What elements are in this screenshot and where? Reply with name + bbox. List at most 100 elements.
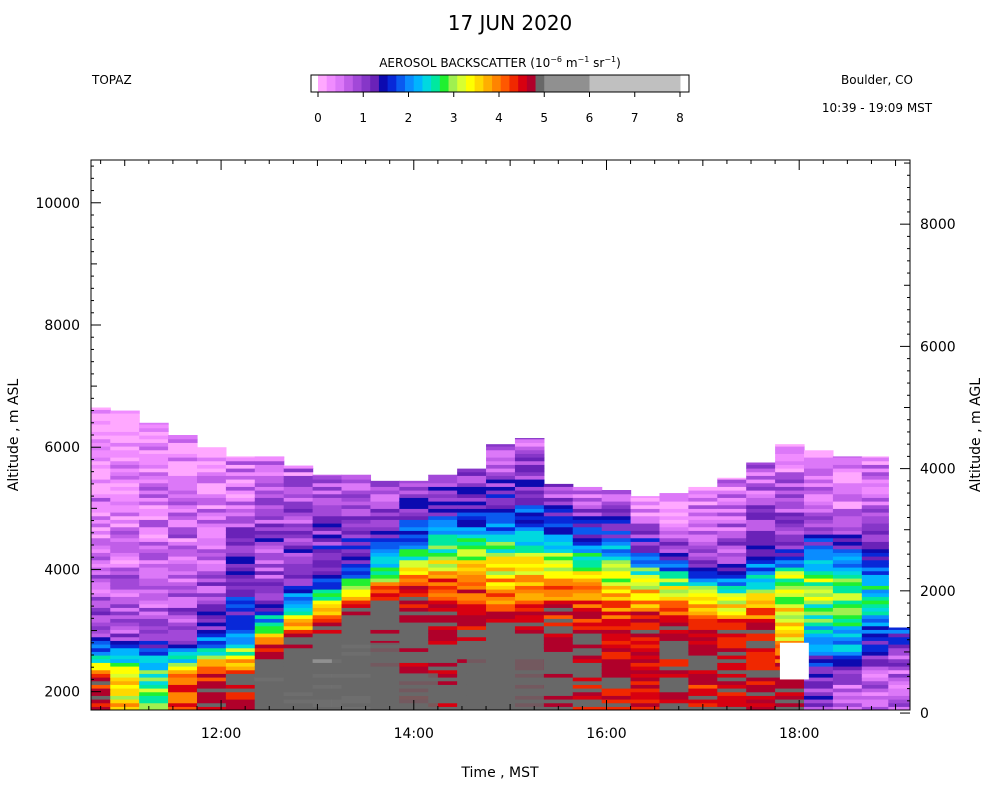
- heatmap-cell: [225, 603, 256, 608]
- heatmap-cell: [601, 537, 632, 542]
- heatmap-cell: [861, 468, 889, 473]
- heatmap-cell: [399, 523, 429, 528]
- heatmap-cell: [370, 607, 400, 612]
- heatmap-cell: [514, 523, 545, 528]
- heatmap-cell: [688, 684, 718, 689]
- heatmap-cell: [804, 633, 834, 638]
- heatmap-cell: [659, 574, 689, 579]
- heatmap-cell: [91, 512, 111, 517]
- heatmap-cell: [254, 636, 285, 641]
- heatmap-cell: [168, 559, 198, 564]
- heatmap-cell: [139, 438, 169, 443]
- heatmap-cell: [283, 640, 314, 645]
- heatmap-cell: [601, 581, 632, 586]
- colorbar-swatch: [387, 75, 397, 92]
- heatmap-cell: [572, 695, 603, 700]
- heatmap-cell: [688, 699, 718, 704]
- heatmap-cell: [804, 644, 834, 649]
- heatmap-cell: [717, 702, 747, 707]
- heatmap-cell: [399, 556, 429, 561]
- heatmap-cell: [370, 570, 400, 575]
- heatmap-cell: [312, 600, 343, 605]
- heatmap-cell: [283, 526, 314, 531]
- heatmap-cell: [225, 559, 256, 564]
- heatmap-cell: [572, 523, 603, 528]
- heatmap-cell: [225, 684, 256, 689]
- heatmap-cell: [601, 611, 632, 616]
- heatmap-cell: [91, 526, 111, 531]
- heatmap-cell: [486, 534, 516, 539]
- heatmap-cell: [746, 523, 776, 528]
- heatmap-cell: [225, 625, 256, 630]
- heatmap-cell: [630, 695, 661, 700]
- heatmap-cell: [91, 684, 111, 689]
- heatmap-cell: [543, 537, 574, 542]
- heatmap-cell: [746, 636, 776, 641]
- heatmap-cell: [254, 534, 285, 539]
- heatmap-cell: [341, 475, 372, 480]
- heatmap-cell: [804, 515, 834, 520]
- heatmap-cell: [832, 669, 863, 674]
- heatmap-cell: [543, 596, 574, 601]
- heatmap-cell: [168, 479, 198, 484]
- heatmap-cell: [225, 655, 256, 660]
- heatmap-cell: [832, 680, 863, 685]
- heatmap-cell: [888, 640, 910, 645]
- heatmap-cell: [804, 614, 834, 619]
- heatmap-cell: [283, 581, 314, 586]
- heatmap-cell: [225, 541, 256, 546]
- heatmap-cell: [688, 530, 718, 535]
- heatmap-cell: [514, 493, 545, 498]
- heatmap-cell: [428, 482, 458, 487]
- heatmap-cell: [688, 523, 718, 528]
- heatmap-cell: [225, 600, 256, 605]
- colorbar-swatch: [500, 75, 510, 92]
- heatmap-cell: [110, 548, 140, 553]
- heatmap-cell: [746, 519, 776, 524]
- heatmap-cell: [283, 556, 314, 561]
- heatmap-cell: [775, 464, 805, 469]
- heatmap-cell: [746, 552, 776, 557]
- heatmap-cell: [746, 482, 776, 487]
- heatmap-cell: [91, 431, 111, 436]
- heatmap-cell: [514, 607, 545, 612]
- heatmap-cell: [312, 618, 343, 623]
- heatmap-cell: [399, 592, 429, 597]
- heatmap-cell: [861, 589, 889, 594]
- heatmap-cell: [572, 699, 603, 704]
- colorbar-swatch: [526, 75, 537, 92]
- heatmap-cell: [832, 647, 863, 652]
- heatmap-cell: [543, 519, 574, 524]
- heatmap-cell: [168, 666, 198, 671]
- heatmap-cell: [254, 666, 285, 671]
- heatmap-cell: [688, 534, 718, 539]
- heatmap-cell: [717, 552, 747, 557]
- heatmap-cell: [804, 460, 834, 465]
- heatmap-cell: [399, 545, 429, 550]
- heatmap-cell: [861, 497, 889, 502]
- heatmap-cell: [832, 534, 863, 539]
- heatmap-cell: [283, 607, 314, 612]
- heatmap-cell: [572, 545, 603, 550]
- heatmap-cell: [139, 647, 169, 652]
- heatmap-cell: [659, 618, 689, 623]
- heatmap-cell: [254, 556, 285, 561]
- heatmap-cell: [225, 651, 256, 656]
- heatmap-cell: [804, 552, 834, 557]
- heatmap-cell: [370, 497, 400, 502]
- heatmap-cell: [630, 611, 661, 616]
- heatmap-cell: [486, 552, 516, 557]
- heatmap-cell: [717, 504, 747, 509]
- heatmap-cell: [312, 658, 343, 663]
- heatmap-cell: [717, 695, 747, 700]
- heatmap-cell: [514, 471, 545, 476]
- heatmap-cell: [688, 695, 718, 700]
- heatmap-cell: [659, 526, 689, 531]
- heatmap-cell: [572, 504, 603, 509]
- heatmap-cell: [601, 625, 632, 630]
- heatmap-cell: [630, 680, 661, 685]
- heatmap-cell: [804, 625, 834, 630]
- heatmap-cell: [486, 625, 516, 630]
- y-right-tick-label: 4000: [920, 462, 956, 478]
- heatmap-cell: [110, 589, 140, 594]
